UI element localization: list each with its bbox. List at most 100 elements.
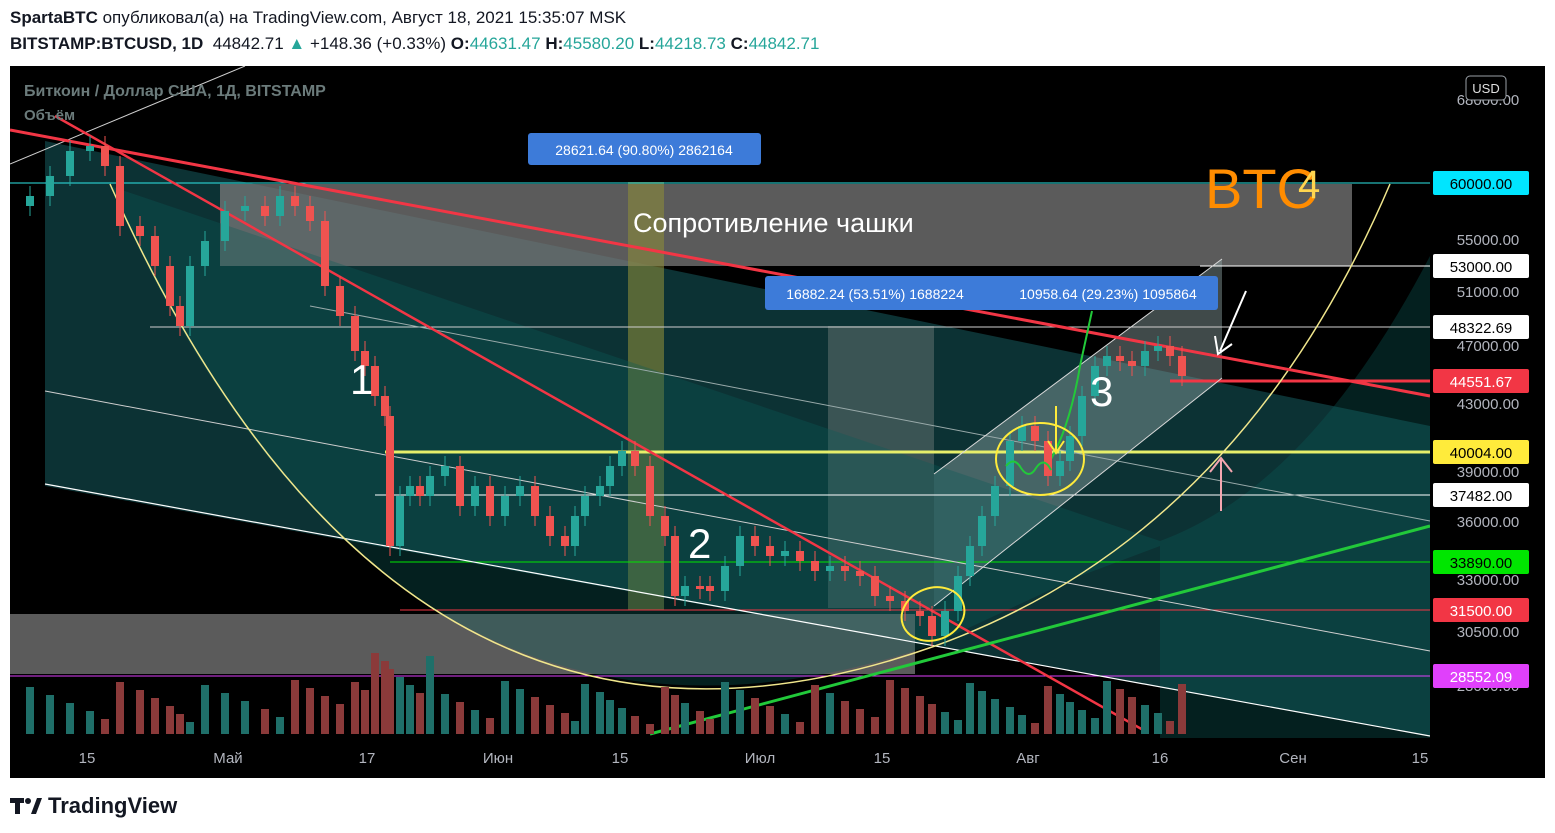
volume-bar xyxy=(681,703,689,734)
volume-bar xyxy=(1141,705,1149,734)
wave-label-3: 3 xyxy=(1090,368,1113,415)
time-axis[interactable]: 15 Май 17 Июн 15 Июл 15 Авг 16 Сен 15 xyxy=(10,738,1430,778)
candle-body xyxy=(671,536,679,596)
price-tick: 30500.00 xyxy=(1457,624,1520,641)
price-tag-label: 53000.00 xyxy=(1450,259,1513,276)
low-value: 44218.73 xyxy=(654,34,726,53)
last-price: 44842.71 xyxy=(212,34,284,53)
candle-body xyxy=(1128,361,1136,366)
volume-bar xyxy=(381,661,389,734)
volume-bar xyxy=(306,688,314,734)
time-tick: Июл xyxy=(745,750,775,767)
volume-bar xyxy=(1116,689,1124,734)
candle-body xyxy=(681,586,689,596)
candle-body xyxy=(928,616,936,636)
candle-body xyxy=(396,496,404,546)
volume-bar xyxy=(581,684,589,734)
price-tag-label: 31500.00 xyxy=(1450,603,1513,620)
price-tick: 36000.00 xyxy=(1457,514,1520,531)
candle-body xyxy=(456,466,464,506)
candle-body xyxy=(1031,426,1039,441)
volume-bar xyxy=(351,682,359,734)
volume-bar xyxy=(886,680,894,734)
volume-bar xyxy=(631,716,639,734)
candle-body xyxy=(841,566,849,571)
time-tick: Июн xyxy=(483,750,513,767)
volume-bar xyxy=(166,706,174,734)
channel-line-upper xyxy=(309,305,1431,522)
volume-bar xyxy=(1166,721,1174,734)
volume-bar xyxy=(66,703,74,734)
candle-body xyxy=(1166,346,1174,356)
chart-canvas[interactable]: Биткоин / Доллар США, 1Д, BITSTAMP Объём… xyxy=(10,66,1545,778)
volume-bar xyxy=(916,696,924,734)
volume-bar xyxy=(1103,681,1111,734)
volume-bar xyxy=(1066,702,1074,734)
channel-line-top xyxy=(10,66,246,165)
open-value: 44631.47 xyxy=(469,34,541,53)
channel-line-bottom xyxy=(44,483,1431,737)
candle-body xyxy=(381,396,389,416)
candle-body xyxy=(86,146,94,151)
volume-bar xyxy=(766,706,774,734)
volume-bar xyxy=(176,714,184,734)
volume-bar xyxy=(781,714,789,734)
price-tag xyxy=(1433,598,1529,622)
candle-body xyxy=(1091,366,1099,396)
volume-bar xyxy=(811,685,819,734)
candle-body xyxy=(766,546,774,556)
candle-body xyxy=(1141,351,1149,366)
price-tag xyxy=(1433,254,1529,278)
candle-body xyxy=(371,366,379,396)
volume-bar xyxy=(696,711,704,734)
measure-3-label: 10958.64 (29.23%) 1095864 xyxy=(1019,286,1197,302)
candle-body xyxy=(1078,396,1086,436)
candle-body xyxy=(796,551,804,561)
date-range-highlight xyxy=(628,182,664,610)
candle-body xyxy=(1154,346,1162,351)
price-tick: 51000.00 xyxy=(1457,284,1520,301)
tradingview-footer[interactable]: TradingView xyxy=(10,793,177,819)
high-label: H: xyxy=(545,34,564,53)
volume-bar xyxy=(291,680,299,734)
candle-body xyxy=(561,536,569,546)
green-trendline xyxy=(649,524,1431,736)
close-value: 44842.71 xyxy=(748,34,820,53)
price-tag-label: 37482.00 xyxy=(1450,488,1513,505)
yellow-arrow-head xyxy=(1047,440,1065,455)
chart-pane[interactable]: Биткоин / Доллар США, 1Д, BITSTAMP Объём… xyxy=(10,66,1545,778)
candle-body xyxy=(221,211,229,241)
author-name[interactable]: SpartaBTC xyxy=(10,8,98,27)
price-tick: 55000.00 xyxy=(1457,232,1520,249)
candle-body xyxy=(736,536,744,566)
volume-bar xyxy=(606,700,614,734)
volume-bar xyxy=(86,711,94,734)
volume-bar xyxy=(1056,694,1064,734)
candle-body xyxy=(101,146,109,166)
candle-body xyxy=(361,351,369,366)
candle-body xyxy=(66,151,74,176)
currency-button[interactable] xyxy=(1465,75,1507,101)
candle-body xyxy=(276,196,284,216)
volume-bar xyxy=(261,709,269,734)
publish-info: SpartaBTC опубликовал(а) на TradingView.… xyxy=(10,8,626,28)
white-arrow-head xyxy=(1214,335,1233,356)
price-tag xyxy=(1433,440,1529,464)
volume-bar xyxy=(371,653,379,734)
candle-body xyxy=(1066,436,1074,461)
candle-body xyxy=(721,566,729,591)
candle-body xyxy=(781,551,789,556)
btc-brand: BTC xyxy=(1205,157,1317,220)
legend-title: Биткоин / Доллар США, 1Д, BITSTAMP xyxy=(24,83,326,100)
price-axis[interactable]: 68000.0055000.0051000.0047000.0043000.00… xyxy=(1430,66,1545,778)
volume-bar xyxy=(941,712,949,734)
candle-body xyxy=(406,486,414,496)
candle-body xyxy=(1044,441,1052,476)
volume-bar xyxy=(966,683,974,734)
candle-body xyxy=(176,306,184,326)
measure-2-label: 16882.24 (53.51%) 1688224 xyxy=(786,286,964,302)
volume-bar xyxy=(978,691,986,734)
volume-bar xyxy=(516,689,524,734)
pink-arrow-head xyxy=(1209,456,1233,473)
volume-bar xyxy=(26,687,34,734)
